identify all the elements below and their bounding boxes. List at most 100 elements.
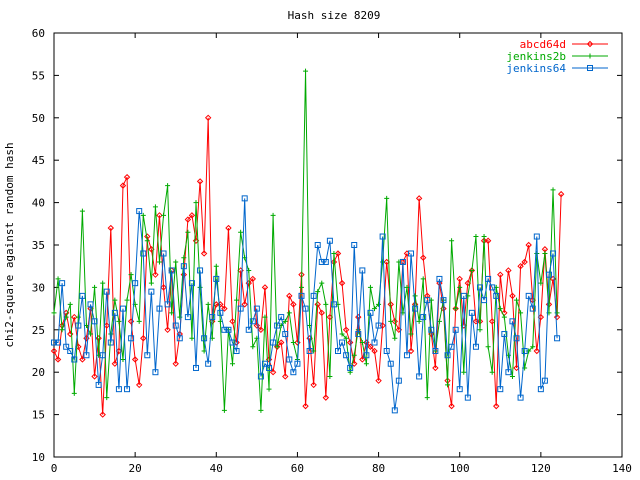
data-point	[489, 284, 496, 291]
data-point	[201, 335, 208, 342]
data-point	[184, 216, 192, 223]
y-tick-label: 50	[32, 112, 45, 125]
data-point	[323, 301, 329, 307]
y-tick-label: 55	[32, 69, 45, 82]
data-point	[79, 356, 86, 363]
data-point	[461, 369, 467, 375]
data-point	[180, 263, 187, 270]
data-point	[274, 344, 280, 350]
data-point	[457, 284, 463, 290]
data-point	[124, 297, 130, 303]
data-point	[343, 352, 350, 359]
data-point	[237, 305, 244, 312]
data-point	[116, 318, 122, 324]
data-point	[335, 348, 341, 354]
data-point	[217, 309, 224, 316]
data-point	[249, 275, 257, 283]
data-point	[493, 402, 500, 410]
data-point	[88, 331, 94, 337]
data-point	[221, 326, 228, 333]
data-point	[270, 339, 277, 346]
data-point	[221, 407, 227, 413]
data-point	[140, 250, 147, 257]
y-tick-label: 60	[32, 27, 45, 40]
data-point	[286, 310, 292, 316]
data-point	[165, 183, 171, 189]
data-point	[363, 361, 369, 367]
data-point	[407, 347, 415, 355]
data-point	[184, 314, 191, 321]
data-point	[424, 292, 431, 300]
data-point	[538, 280, 544, 286]
data-point	[387, 360, 394, 367]
data-point	[233, 348, 240, 354]
data-point	[115, 386, 122, 393]
legend-label: jenkins2b	[506, 50, 566, 63]
data-point	[112, 297, 118, 303]
data-point	[468, 309, 475, 316]
data-point	[371, 347, 378, 355]
data-point	[489, 369, 495, 375]
data-point	[453, 306, 459, 312]
data-point	[180, 271, 188, 278]
data-point	[505, 267, 512, 274]
data-point	[550, 250, 557, 257]
data-point	[315, 289, 321, 295]
data-point	[172, 322, 179, 329]
data-point	[51, 310, 57, 316]
data-point	[274, 322, 281, 329]
data-point	[395, 377, 402, 384]
data-point	[367, 309, 374, 316]
data-point	[404, 284, 410, 290]
data-point	[346, 339, 354, 346]
data-point	[330, 301, 337, 308]
data-point	[135, 381, 143, 389]
data-point	[517, 394, 524, 401]
data-point	[371, 339, 378, 346]
data-point	[282, 318, 288, 324]
data-point	[416, 318, 422, 324]
data-point	[50, 347, 58, 355]
data-point	[477, 284, 483, 291]
data-point	[87, 305, 94, 312]
data-point	[156, 305, 163, 312]
y-tick-label: 40	[32, 197, 45, 210]
data-point	[59, 327, 65, 333]
data-point	[169, 310, 175, 316]
legend-item: abcd64d	[520, 38, 608, 51]
data-point	[493, 292, 500, 299]
data-point	[55, 339, 62, 346]
data-point	[103, 288, 110, 295]
data-point	[322, 394, 330, 401]
data-point	[270, 212, 276, 218]
y-tick-label: 10	[32, 451, 45, 464]
data-point	[100, 280, 106, 286]
data-point	[253, 322, 261, 329]
data-point	[140, 212, 146, 218]
data-point	[375, 377, 382, 384]
data-point	[339, 339, 346, 346]
data-point	[428, 326, 435, 333]
data-point	[144, 238, 150, 244]
data-point	[517, 262, 524, 270]
y-tick-label: 35	[32, 239, 45, 252]
data-point	[541, 377, 548, 384]
data-point	[379, 233, 386, 240]
data-point	[533, 347, 541, 355]
data-point	[509, 318, 516, 325]
data-point	[456, 386, 463, 393]
legend-item: jenkins2b	[506, 50, 608, 63]
data-point	[266, 386, 272, 392]
data-point	[319, 280, 325, 286]
data-point	[120, 356, 126, 362]
data-point	[189, 335, 195, 341]
series-line	[53, 117, 562, 415]
data-point	[104, 395, 110, 401]
data-point	[99, 352, 106, 359]
data-point	[497, 306, 503, 312]
data-point	[221, 305, 228, 312]
data-point	[136, 208, 143, 215]
data-point	[266, 364, 273, 371]
data-point	[111, 360, 119, 367]
